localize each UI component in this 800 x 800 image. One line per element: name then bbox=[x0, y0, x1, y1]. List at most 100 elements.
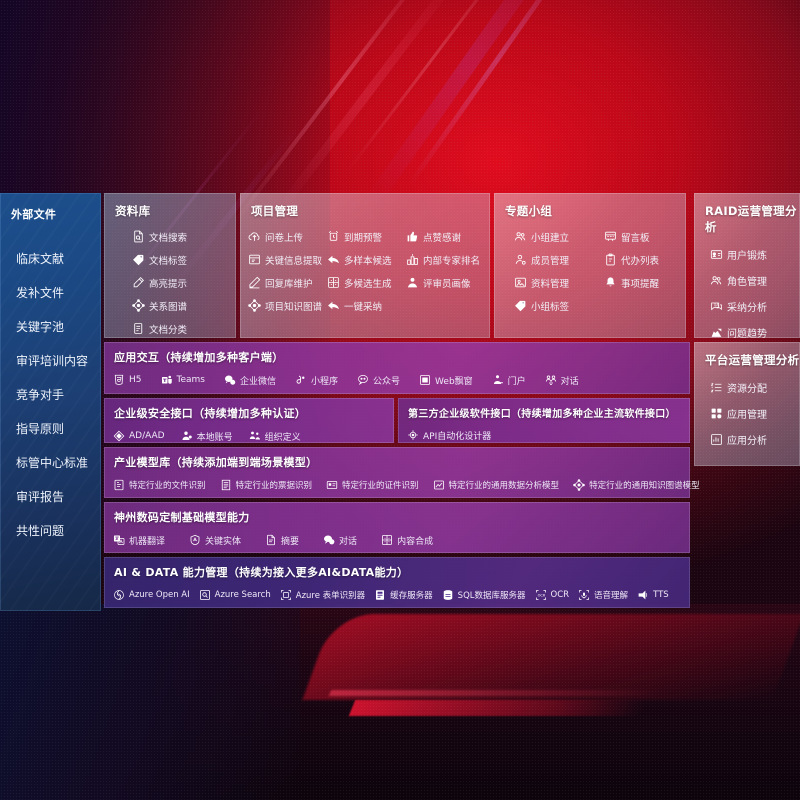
graph-network-icon bbox=[573, 479, 585, 491]
library-item-2-label: 高亮提示 bbox=[149, 278, 188, 290]
project-item-5[interactable]: 内部专家排名 bbox=[404, 248, 483, 271]
interaction-item-1[interactable]: Teams bbox=[161, 370, 205, 390]
project-item-7[interactable]: 多候选生成 bbox=[325, 271, 404, 294]
group-item-2-label: 成员管理 bbox=[531, 255, 570, 267]
group-item-2[interactable]: 成员管理 bbox=[500, 248, 590, 271]
group-item-3[interactable]: 代办列表 bbox=[590, 248, 680, 271]
industry-item-1[interactable]: 特定行业的票据识别 bbox=[220, 475, 312, 495]
project-item-0[interactable]: 问卷上传 bbox=[246, 225, 325, 248]
raid-item-1[interactable]: 角色管理 bbox=[700, 267, 794, 293]
platform-item-0[interactable]: 资源分配 bbox=[700, 374, 794, 400]
interaction-item-5[interactable]: Web飘窗 bbox=[419, 370, 473, 390]
platform-item-1[interactable]: 应用管理 bbox=[700, 400, 794, 426]
reply-arrow-icon bbox=[327, 253, 340, 266]
security-item-1[interactable]: 本地账号 bbox=[181, 426, 233, 446]
data-analysis-icon bbox=[433, 479, 445, 491]
group-item-1[interactable]: 留言板 bbox=[590, 225, 680, 248]
basemodel-item-1[interactable]: 关键实体 bbox=[189, 530, 241, 550]
interaction-item-3[interactable]: 小程序 bbox=[295, 370, 338, 390]
row-basemodel-items: 机器翻译 关键实体 摘要 对话 内容合成 bbox=[104, 530, 690, 550]
sidebar-item-5[interactable]: 指导原则 bbox=[16, 421, 65, 436]
project-item-3[interactable]: 关键信息提取 bbox=[246, 248, 325, 271]
project-item-4[interactable]: 多样本候选 bbox=[325, 248, 404, 271]
extract-icon bbox=[248, 253, 261, 266]
group-item-4[interactable]: 资料管理 bbox=[500, 271, 590, 294]
sidebar-texture bbox=[0, 193, 101, 611]
raid-item-2[interactable]: QA 采纳分析 bbox=[700, 293, 794, 319]
archive-icon bbox=[514, 276, 527, 289]
aidata-item-6[interactable]: 语音理解 bbox=[578, 585, 628, 605]
aidata-item-3[interactable]: 缓存服务器 bbox=[374, 585, 433, 605]
svg-text:OCR: OCR bbox=[537, 593, 545, 597]
raid-item-0[interactable]: 用户锻炼 bbox=[700, 241, 794, 267]
group-item-3-label: 代办列表 bbox=[621, 255, 660, 267]
thirdparty-item-0[interactable]: API自动化设计器 bbox=[407, 425, 491, 445]
entity-badge-icon bbox=[189, 534, 201, 546]
group-item-5[interactable]: 事项提醒 bbox=[590, 271, 680, 294]
industry-item-0[interactable]: 特定行业的文件识别 bbox=[113, 475, 206, 495]
project-item-1[interactable]: 到期预警 bbox=[325, 225, 404, 248]
basemodel-item-4[interactable]: 内容合成 bbox=[381, 530, 433, 550]
web-popup-icon bbox=[419, 374, 431, 386]
industry-item-3[interactable]: 特定行业的通用数据分析模型 bbox=[433, 475, 559, 495]
shield-diamond-icon bbox=[113, 430, 125, 442]
sidebar-item-3[interactable]: 审评培训内容 bbox=[16, 353, 89, 368]
security-item-2[interactable]: 组织定义 bbox=[249, 426, 301, 446]
project-item-9-label: 项目知识图谱 bbox=[265, 301, 323, 313]
qa-chat-icon: QA bbox=[710, 300, 723, 313]
library-item-2[interactable]: 高亮提示 bbox=[110, 271, 230, 294]
library-item-3[interactable]: 关系图谱 bbox=[110, 294, 230, 317]
industry-item-0-label: 特定行业的文件识别 bbox=[129, 481, 206, 491]
interaction-item-2[interactable]: 企业微信 bbox=[224, 370, 276, 390]
interaction-item-6[interactable]: 门户 bbox=[492, 370, 526, 390]
basemodel-item-2-label: 摘要 bbox=[281, 536, 300, 547]
security-item-0-label: AD/AAD bbox=[129, 431, 165, 441]
sidebar-item-2[interactable]: 关键字池 bbox=[16, 319, 65, 334]
people-group-icon bbox=[710, 274, 723, 287]
group-item-6[interactable]: 小组标签 bbox=[500, 294, 590, 317]
sidebar-item-1[interactable]: 发补文件 bbox=[16, 285, 65, 300]
basemodel-item-1-label: 关键实体 bbox=[205, 536, 242, 547]
ranking-bar-icon bbox=[406, 253, 419, 266]
security-item-0[interactable]: AD/AAD bbox=[113, 426, 165, 446]
sidebar-item-6[interactable]: 标管中心标准 bbox=[16, 455, 89, 470]
sidebar-item-7[interactable]: 审评报告 bbox=[16, 489, 65, 504]
interaction-item-7[interactable]: 对话 bbox=[545, 370, 579, 390]
bell-icon bbox=[604, 276, 617, 289]
interaction-item-4[interactable]: 公众号 bbox=[357, 370, 400, 390]
thumbs-up-icon bbox=[406, 230, 419, 243]
pen-icon bbox=[248, 276, 261, 289]
row-basemodel-title: 神州数码定制基础模型能力 bbox=[114, 511, 250, 524]
project-item-10[interactable]: 一键采纳 bbox=[325, 294, 404, 317]
project-item-2[interactable]: 点赞感谢 bbox=[404, 225, 483, 248]
aidata-item-1[interactable]: Azure Search bbox=[199, 585, 271, 605]
project-item-8[interactable]: 评审员画像 bbox=[404, 271, 483, 294]
aidata-item-4[interactable]: SQL数据库服务器 bbox=[442, 585, 526, 605]
library-item-0[interactable]: 文档搜索 bbox=[110, 225, 230, 248]
group-item-1-label: 留言板 bbox=[621, 232, 650, 244]
library-item-1[interactable]: 文档标签 bbox=[110, 248, 230, 271]
panel-platform-items: 资源分配 应用管理 应用分析 bbox=[694, 374, 800, 452]
aidata-item-5[interactable]: OCR OCR bbox=[535, 585, 569, 605]
aidata-item-6-label: 语音理解 bbox=[594, 591, 629, 601]
group-item-0[interactable]: 小组建立 bbox=[500, 225, 590, 248]
row-industry-items: 特定行业的文件识别 特定行业的票据识别 特定行业的证件识别 特定行业的通用数据分… bbox=[104, 475, 700, 495]
raid-item-3[interactable]: 问题趋势 bbox=[700, 319, 794, 345]
basemodel-item-3[interactable]: 对话 bbox=[323, 530, 357, 550]
row-base-model: 神州数码定制基础模型能力 机器翻译 关键实体 摘要 对话 内容合成 bbox=[104, 502, 690, 553]
sidebar-item-8[interactable]: 共性问题 bbox=[16, 523, 65, 538]
sidebar-item-0[interactable]: 临床文献 bbox=[16, 251, 65, 266]
aidata-item-7[interactable]: TTS bbox=[637, 585, 669, 605]
interaction-item-0[interactable]: H5 bbox=[113, 370, 142, 390]
industry-item-2[interactable]: 特定行业的证件识别 bbox=[326, 475, 419, 495]
sidebar-item-4[interactable]: 竞争对手 bbox=[16, 387, 65, 402]
aidata-item-0[interactable]: Azure Open AI bbox=[113, 585, 190, 605]
project-item-9[interactable]: 项目知识图谱 bbox=[246, 294, 325, 317]
library-item-4[interactable]: 文档分类 bbox=[110, 317, 230, 340]
platform-item-2[interactable]: 应用分析 bbox=[700, 426, 794, 452]
basemodel-item-2[interactable]: 摘要 bbox=[265, 530, 299, 550]
industry-item-4[interactable]: 特定行业的通用知识图谱模型 bbox=[573, 475, 700, 495]
project-item-6[interactable]: 回复库维护 bbox=[246, 271, 325, 294]
aidata-item-2[interactable]: Azure 表单识别器 bbox=[280, 585, 365, 605]
basemodel-item-0[interactable]: 机器翻译 bbox=[113, 530, 165, 550]
